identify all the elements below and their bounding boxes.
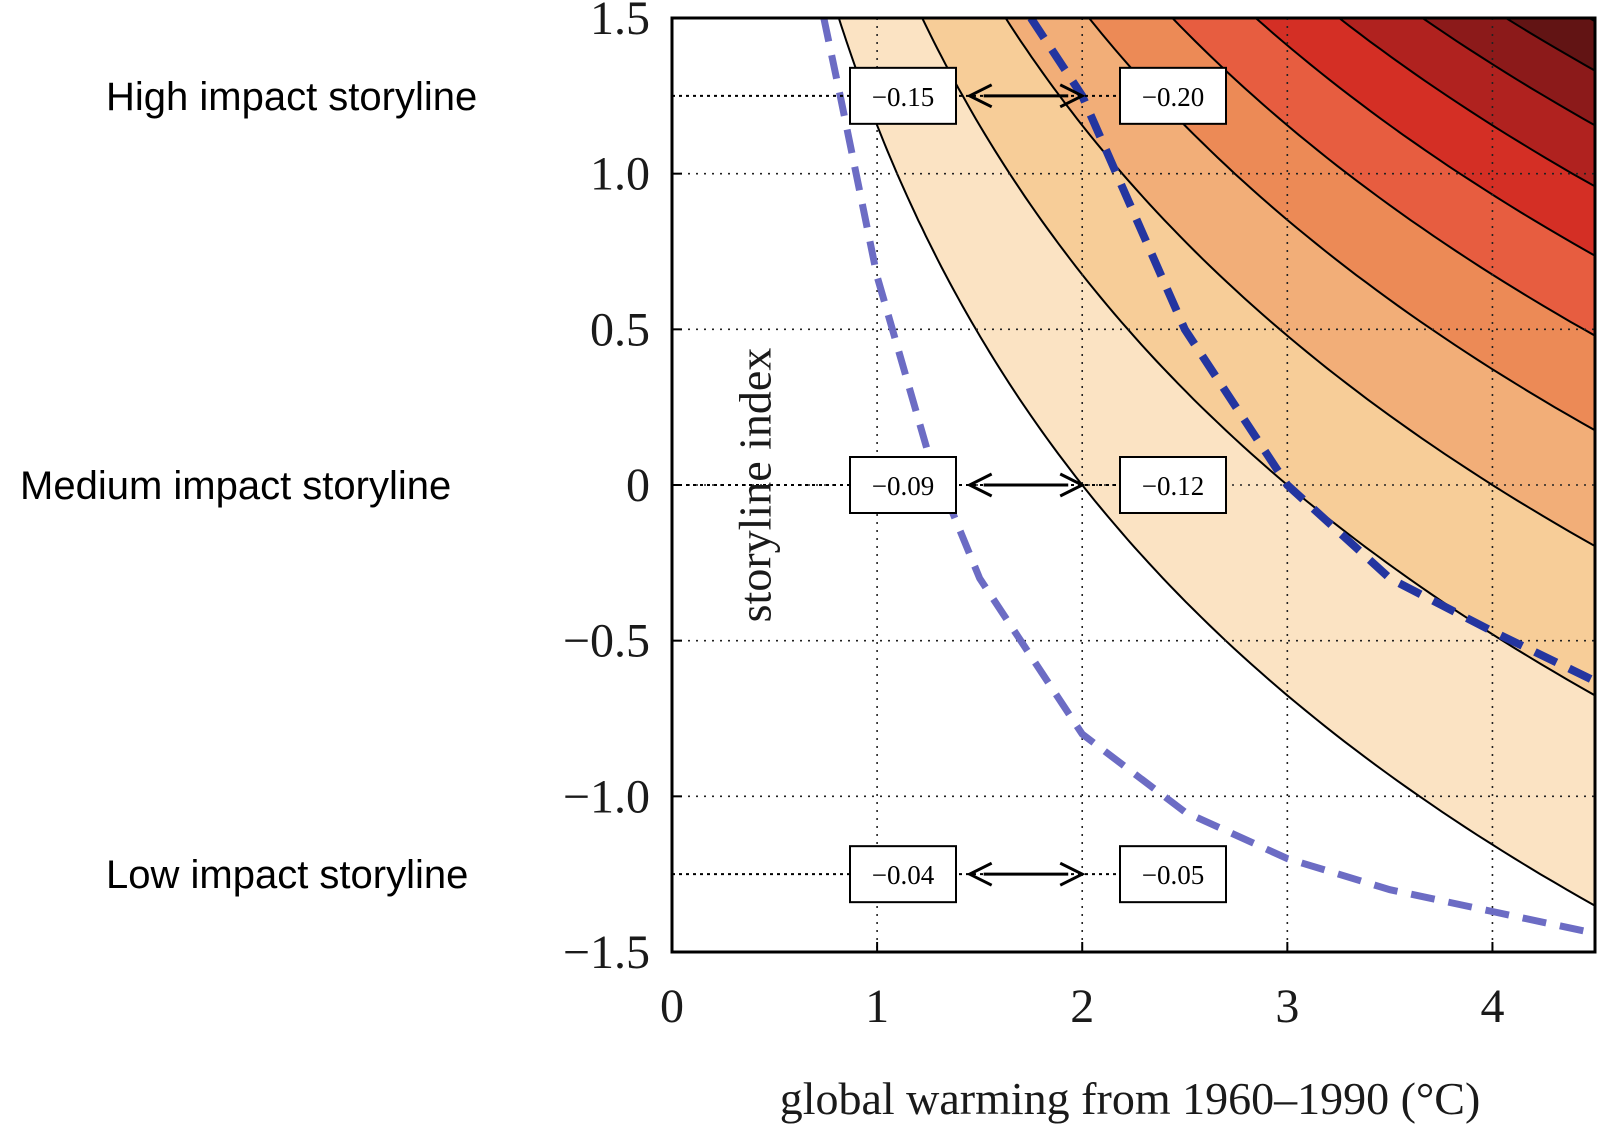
value-box-right xyxy=(1119,456,1227,514)
value-label-right: −0.20 xyxy=(1142,82,1204,112)
storyline-name: High impact storyline xyxy=(106,75,477,119)
axis-labels: 0 1 2 3 4 −1.5 −1.0 −0.5 0 0.5 1.0 1.5 xyxy=(563,0,1505,1033)
y-tick-label: −1.0 xyxy=(563,770,650,823)
y-tick-label: 1.5 xyxy=(590,0,650,45)
arrow-head-left xyxy=(966,83,993,109)
y-tick-label: −1.5 xyxy=(563,926,650,979)
axis-ticks xyxy=(671,17,1494,953)
y-tick-label: 1.0 xyxy=(590,148,650,201)
grid-lines xyxy=(672,18,1595,952)
value-box-right xyxy=(1119,66,1227,125)
value-label-left: −0.09 xyxy=(872,471,934,501)
value-label-right: −0.12 xyxy=(1142,471,1204,501)
y-tick-label: 0 xyxy=(626,459,650,512)
storyline-annotations: −0.15 −0.20 High impact storyline −0.09 −0.1… xyxy=(20,66,1227,904)
contour-line xyxy=(1255,18,1595,257)
y-axis-title: storyline index xyxy=(730,348,781,623)
value-box-right xyxy=(1119,845,1227,904)
contour-line xyxy=(1004,18,1595,548)
storyline-name: Medium impact storyline xyxy=(20,464,451,508)
arrow-head-left xyxy=(966,472,993,498)
x-tick-label: 3 xyxy=(1275,980,1299,1033)
y-tick-label: −0.5 xyxy=(563,615,650,668)
arrow-head-right xyxy=(1059,83,1086,109)
arrow-head-left xyxy=(966,861,993,887)
arrow-head-right xyxy=(1059,861,1086,887)
value-box-left xyxy=(849,845,957,904)
value-label-left: −0.15 xyxy=(872,82,934,112)
value-label-left: −0.04 xyxy=(872,860,935,890)
x-tick-label: 2 xyxy=(1070,980,1094,1033)
y-tick-label: 0.5 xyxy=(590,303,650,356)
x-tick-label: 1 xyxy=(865,980,889,1033)
contour-line xyxy=(1088,18,1595,432)
arrow-head-right xyxy=(1059,472,1086,498)
dashed-curve-0 xyxy=(820,18,1595,937)
value-box-left xyxy=(849,66,957,125)
contour-line xyxy=(1171,18,1595,337)
x-tick-label: 4 xyxy=(1480,980,1504,1033)
x-axis-title: global warming from 1960–1990 (°C) xyxy=(780,1073,1481,1124)
value-label-right: −0.05 xyxy=(1142,860,1204,890)
contour-line xyxy=(1338,18,1595,188)
storyline-name: Low impact storyline xyxy=(106,853,468,897)
value-box-left xyxy=(849,456,957,514)
x-tick-label: 0 xyxy=(660,980,684,1033)
